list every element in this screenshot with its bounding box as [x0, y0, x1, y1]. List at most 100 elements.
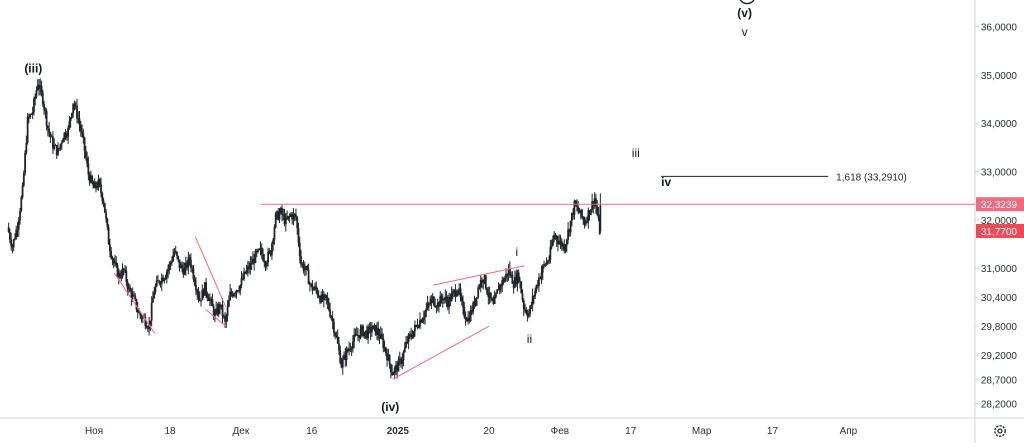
candle-body: [357, 335, 359, 337]
candle-body: [201, 289, 204, 301]
candle-body: [411, 336, 414, 338]
x-tick-label: Мар: [692, 426, 712, 437]
candle-body: [376, 328, 378, 335]
candle-body: [60, 142, 63, 144]
candle-body: [389, 364, 392, 373]
candle-body: [259, 247, 262, 250]
candle-body: [187, 257, 190, 268]
candle-body: [144, 317, 147, 327]
wave-label[interactable]: ii: [527, 332, 532, 346]
candle-body: [169, 262, 172, 264]
trendline[interactable]: [392, 325, 490, 380]
candle-body: [370, 329, 373, 333]
candle-body: [35, 89, 38, 97]
candle-body: [412, 331, 415, 338]
y-tick-label: 31,0000: [981, 264, 1018, 275]
candle-body: [139, 312, 142, 316]
candle-body: [329, 309, 332, 317]
wave-circle-marker[interactable]: [739, 0, 755, 5]
candle-body: [295, 214, 297, 218]
candle-body: [167, 268, 170, 272]
candle-body: [500, 284, 502, 287]
candle-body: [14, 238, 16, 240]
candle-body: [253, 258, 256, 263]
candle-body: [192, 268, 195, 280]
candle-body: [122, 268, 125, 270]
candle-body: [135, 299, 138, 310]
candle-body: [549, 247, 552, 260]
candle-body: [48, 128, 51, 133]
candle-body: [599, 205, 602, 231]
candle-body: [312, 288, 315, 291]
trendline[interactable]: [194, 236, 227, 308]
candle-body: [548, 259, 550, 262]
candle-body: [215, 308, 218, 314]
candle-body: [171, 261, 173, 263]
x-tick-label: 20: [483, 426, 495, 437]
chart-settings-button[interactable]: [990, 421, 1010, 441]
candle-body: [124, 269, 126, 271]
wave-label[interactable]: i: [515, 245, 518, 259]
y-tick-label: 29,8000: [981, 322, 1018, 333]
candle-body: [91, 175, 94, 183]
candle-body: [486, 288, 488, 294]
trendline[interactable]: [205, 308, 227, 327]
candle-body: [572, 212, 575, 215]
candle-body: [102, 200, 105, 204]
candle-body: [579, 209, 582, 214]
candle-body: [158, 280, 161, 283]
candle-body: [335, 335, 338, 337]
candle-body: [482, 279, 485, 283]
candle-body: [288, 215, 291, 217]
candle-body: [240, 278, 243, 285]
candle-body: [71, 113, 73, 118]
candle-body: [82, 133, 85, 138]
trendline[interactable]: [433, 265, 525, 286]
wave-label[interactable]: v: [742, 25, 748, 39]
candle-body: [31, 112, 34, 115]
candle-body: [145, 326, 148, 328]
candle-body: [450, 293, 453, 302]
candle-body: [284, 217, 287, 225]
candle-body: [406, 341, 409, 343]
candle-body: [493, 297, 496, 304]
candle-body: [95, 182, 97, 188]
candle-body: [483, 275, 486, 280]
candle-body: [43, 104, 45, 110]
candle-body: [431, 296, 434, 300]
trendline[interactable]: [113, 272, 156, 334]
candle-body: [34, 96, 37, 100]
candle-body: [90, 175, 92, 183]
candle-body: [191, 267, 194, 269]
candle-body: [554, 235, 557, 237]
candle-body: [227, 300, 230, 307]
candle-body: [408, 334, 411, 336]
candle-body: [276, 211, 278, 214]
candle-body: [235, 290, 238, 294]
wave-label[interactable]: (iv): [381, 400, 399, 414]
candle-body: [64, 132, 67, 138]
candle-body: [195, 284, 197, 291]
candle-body: [531, 296, 534, 306]
candle-body: [184, 262, 187, 269]
wave-label[interactable]: iii: [632, 146, 640, 160]
wave-label[interactable]: (iii): [24, 61, 42, 75]
candle-body: [101, 192, 104, 201]
candle-body: [230, 291, 233, 294]
candle-body: [526, 313, 529, 317]
wave-label[interactable]: iv: [661, 175, 671, 189]
wave-label[interactable]: (v): [737, 6, 752, 20]
candle-body: [92, 182, 95, 189]
candle-body: [22, 172, 25, 186]
candle-body: [316, 289, 319, 296]
candle-body: [108, 244, 111, 252]
candle-body: [233, 293, 235, 297]
candle-body: [44, 109, 47, 112]
candle-body: [174, 251, 177, 253]
candle-body: [478, 287, 481, 289]
candle-body: [439, 296, 442, 307]
candle-body: [111, 257, 114, 260]
candle-body: [403, 347, 406, 352]
